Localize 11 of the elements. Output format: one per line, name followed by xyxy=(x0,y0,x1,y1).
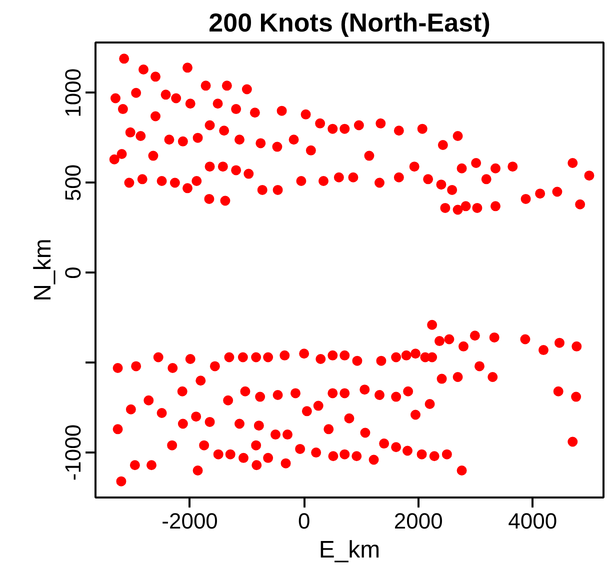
x-tick-label: -2000 xyxy=(162,508,218,534)
y-tick-label: 500 xyxy=(60,164,86,202)
x-tick-label: 2000 xyxy=(394,508,443,534)
x-tick-label: 0 xyxy=(298,508,310,534)
y-tick-label: 1000 xyxy=(60,68,86,118)
y-tick-label: -1000 xyxy=(60,424,86,481)
y-tick-label: 0 xyxy=(60,266,86,279)
x-axis-title: E_km xyxy=(318,536,380,564)
y-axis-title: N_km xyxy=(30,238,56,302)
chart-title: 200 Knots (North-East) xyxy=(208,8,490,38)
x-tick-label: 4000 xyxy=(508,508,558,534)
